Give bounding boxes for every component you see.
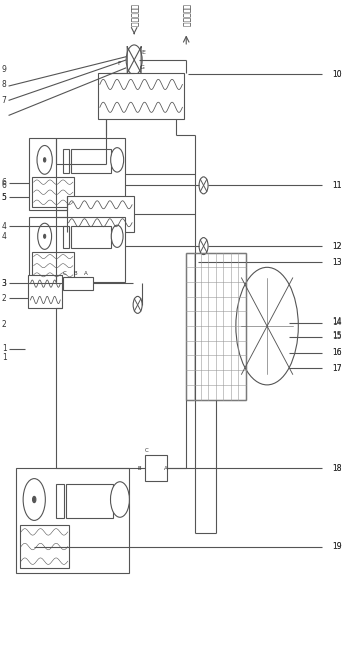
Bar [56, 484, 64, 518]
Bar [145, 455, 167, 481]
Text: 16: 16 [332, 348, 342, 357]
Bar [66, 484, 113, 518]
Circle shape [133, 296, 142, 313]
Text: 3: 3 [2, 279, 7, 288]
Text: 9: 9 [2, 66, 7, 74]
Text: 10: 10 [332, 70, 342, 79]
Bar [186, 253, 246, 400]
Text: C: C [63, 271, 67, 276]
Text: B: B [138, 466, 141, 471]
Text: 7: 7 [2, 96, 7, 105]
Circle shape [38, 223, 51, 250]
Text: 18: 18 [332, 464, 342, 473]
Circle shape [43, 158, 46, 162]
Text: 11: 11 [332, 181, 342, 190]
Circle shape [37, 145, 52, 174]
Text: 15: 15 [332, 331, 342, 340]
Text: 循环水出水: 循环水出水 [182, 4, 191, 27]
Text: 17: 17 [332, 364, 342, 373]
Text: 13: 13 [332, 258, 342, 267]
Circle shape [199, 238, 208, 255]
Text: 15: 15 [332, 332, 342, 341]
Text: A: A [163, 466, 167, 471]
Text: 4: 4 [2, 222, 7, 231]
Text: 17: 17 [332, 364, 342, 373]
Text: 12: 12 [332, 242, 342, 251]
Bar [63, 149, 69, 173]
Text: 11: 11 [332, 181, 342, 190]
Text: 19: 19 [332, 542, 342, 551]
Text: 3: 3 [2, 279, 7, 288]
Bar [32, 252, 74, 280]
Text: 14: 14 [332, 317, 342, 326]
Text: F: F [118, 61, 121, 66]
Bar [63, 277, 92, 290]
Bar [28, 276, 62, 308]
Text: E: E [142, 50, 146, 54]
Bar [29, 217, 125, 282]
Text: G: G [140, 66, 145, 70]
Text: 5: 5 [2, 193, 7, 202]
Text: 14: 14 [332, 318, 342, 327]
Bar [66, 196, 134, 232]
Circle shape [111, 147, 124, 172]
Text: 12: 12 [332, 242, 342, 251]
Bar [98, 73, 184, 119]
Text: 循环水回水: 循环水回水 [130, 4, 139, 27]
Text: 4: 4 [2, 232, 7, 241]
Text: 8: 8 [2, 81, 7, 89]
Text: B: B [74, 271, 77, 276]
Text: A: A [84, 271, 88, 276]
Bar [71, 227, 111, 248]
Circle shape [23, 479, 46, 521]
Text: C: C [145, 448, 148, 453]
Circle shape [199, 177, 208, 194]
Text: 1: 1 [2, 352, 7, 362]
Text: 18: 18 [332, 464, 342, 473]
Bar [63, 227, 69, 248]
Circle shape [44, 234, 46, 238]
Text: 6: 6 [2, 181, 7, 190]
Bar [71, 149, 111, 173]
Bar [20, 525, 69, 569]
Circle shape [111, 225, 123, 248]
Circle shape [111, 481, 130, 517]
Text: 10: 10 [332, 70, 342, 79]
Text: 16: 16 [332, 348, 342, 357]
Text: 1: 1 [2, 344, 7, 353]
Text: 19: 19 [332, 542, 342, 551]
Text: 5: 5 [2, 193, 7, 202]
Text: 6: 6 [2, 178, 7, 187]
Text: 2: 2 [2, 320, 7, 329]
Text: 13: 13 [332, 258, 342, 267]
Bar [29, 138, 125, 210]
Circle shape [33, 496, 36, 502]
Bar [16, 468, 129, 572]
Bar [32, 177, 74, 207]
Text: 2: 2 [2, 294, 7, 303]
